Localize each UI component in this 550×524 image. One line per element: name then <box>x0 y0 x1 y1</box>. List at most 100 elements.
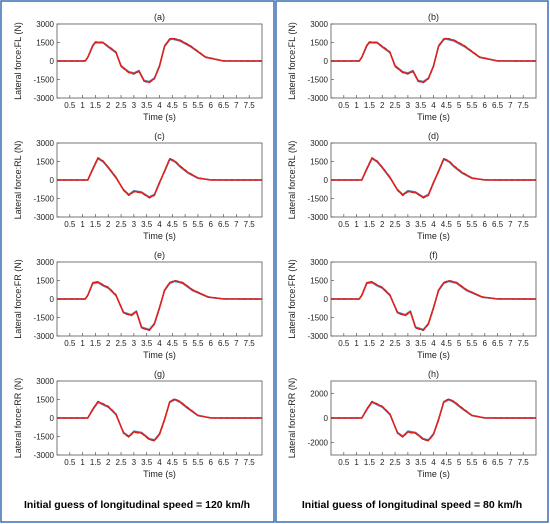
y-axis-label: Lateral force:FR (N) <box>13 259 23 339</box>
x-tick-label: 1 <box>354 458 359 467</box>
x-tick-label: 2 <box>106 101 111 110</box>
x-tick-label: 5.5 <box>192 339 204 348</box>
y-axis-label: Lateral force:FL (N) <box>287 22 297 100</box>
y-tick-label: -1500 <box>308 76 329 85</box>
x-tick-label: 6.5 <box>218 458 230 467</box>
y-tick-label: 0 <box>50 414 55 423</box>
x-tick-label: 6 <box>483 339 488 348</box>
x-tick-label: 4.5 <box>441 339 453 348</box>
x-tick-label: 4 <box>157 220 162 229</box>
x-tick-label: 1 <box>354 339 359 348</box>
caption-right: Initial guess of longitudinal speed = 80… <box>302 499 522 511</box>
subplot-f: (f) 3000 1500 0 -1500 -3000 0.5 1 1.5 2 2.5 3 3.5 4 4.… <box>287 250 537 360</box>
subplot-title: (e) <box>154 250 165 260</box>
x-tick-label: 3 <box>132 339 137 348</box>
y-tick-label: -1500 <box>34 314 55 323</box>
x-tick-label: 2.5 <box>390 220 402 229</box>
subplot-title: (f) <box>429 250 438 260</box>
x-tick-label: 4 <box>431 339 436 348</box>
x-tick-label: 0.5 <box>338 339 350 348</box>
x-tick-label: 0.5 <box>64 220 76 229</box>
y-tick-label: -3000 <box>34 94 55 103</box>
x-tick-label: 1.5 <box>90 339 102 348</box>
x-tick-label: 3 <box>406 101 411 110</box>
subplot-title: (g) <box>154 369 165 379</box>
y-tick-label: 0 <box>324 295 329 304</box>
y-tick-label: 0 <box>50 176 55 185</box>
y-tick-label: 0 <box>324 57 329 66</box>
x-tick-label: 5 <box>183 101 188 110</box>
y-tick-label: 1500 <box>310 277 328 286</box>
x-tick-label: 4.5 <box>167 220 179 229</box>
x-tick-label: 1 <box>80 339 85 348</box>
y-tick-label: 3000 <box>310 139 328 148</box>
x-tick-label: 7.5 <box>518 101 530 110</box>
y-tick-label: -3000 <box>34 213 55 222</box>
x-tick-label: 3.5 <box>415 458 427 467</box>
x-tick-label: 5 <box>183 220 188 229</box>
x-tick-label: 2.5 <box>116 339 128 348</box>
x-tick-label: 3.5 <box>415 220 427 229</box>
x-tick-label: 4 <box>431 220 436 229</box>
x-tick-label: 7.5 <box>244 220 256 229</box>
x-tick-label: 7 <box>234 220 239 229</box>
x-tick-label: 7.5 <box>518 339 530 348</box>
series-line-4 <box>331 398 536 442</box>
x-tick-label: 0.5 <box>64 458 76 467</box>
subplot-title: (a) <box>154 12 165 22</box>
x-tick-label: 2.5 <box>116 220 128 229</box>
y-tick-label: -3000 <box>34 451 55 460</box>
x-tick-label: 2 <box>380 220 385 229</box>
subplot-e: (e) 3000 1500 0 -1500 -3000 0.5 1 1.5 2 2.5 3 3.5 4 4.… <box>13 250 263 360</box>
x-tick-label: 6.5 <box>218 101 230 110</box>
x-tick-label: 3.5 <box>415 339 427 348</box>
x-tick-label: 0.5 <box>64 101 76 110</box>
y-tick-label: 1500 <box>36 277 54 286</box>
x-tick-label: 4 <box>157 458 162 467</box>
y-tick-label: 3000 <box>310 20 328 29</box>
subplot-title: (d) <box>428 131 439 141</box>
x-tick-label: 3.5 <box>141 101 153 110</box>
x-tick-label: 4 <box>157 101 162 110</box>
caption-left: Initial guess of longitudinal speed = 12… <box>24 499 250 511</box>
series-line-4 <box>331 157 536 199</box>
x-tick-label: 1 <box>354 101 359 110</box>
y-tick-label: -1500 <box>34 195 55 204</box>
y-tick-label: 1500 <box>36 39 54 48</box>
subplot-title: (b) <box>428 12 439 22</box>
x-tick-label: 2.5 <box>390 458 402 467</box>
x-tick-label: 2 <box>106 339 111 348</box>
x-tick-label: 2 <box>380 339 385 348</box>
x-tick-label: 1.5 <box>364 220 376 229</box>
x-tick-label: 6.5 <box>492 339 504 348</box>
x-tick-label: 3 <box>132 220 137 229</box>
x-tick-label: 1 <box>80 458 85 467</box>
y-tick-label: -2000 <box>308 439 329 448</box>
subplot-g: (g) 3000 1500 0 -1500 -3000 0.5 1 1.5 2 2.5 3 3.5 4 4.… <box>13 369 263 479</box>
x-tick-label: 6.5 <box>492 101 504 110</box>
x-tick-label: 6 <box>483 458 488 467</box>
y-tick-label: -3000 <box>308 213 329 222</box>
subplot-b: (b) 3000 1500 0 -1500 -3000 0.5 1 1.5 2 2.5 3 3.5 4 4.… <box>287 12 537 122</box>
series-line-4 <box>57 37 262 83</box>
subplot-h: (h) 2000 0 -2000 0.5 1 1.5 2 2.5 3 3.5 4 4.5 5 5.5 6 6.5… <box>287 369 537 479</box>
right-panel-frame <box>275 0 549 523</box>
y-tick-label: 0 <box>324 176 329 185</box>
x-tick-label: 4.5 <box>441 101 453 110</box>
x-tick-label: 5 <box>183 339 188 348</box>
x-tick-label: 2 <box>380 458 385 467</box>
x-tick-label: 5.5 <box>466 101 478 110</box>
x-tick-label: 0.5 <box>64 339 76 348</box>
x-tick-label: 4 <box>431 458 436 467</box>
y-tick-label: 1500 <box>36 396 54 405</box>
subplot-title: (h) <box>428 369 439 379</box>
y-tick-label: 1500 <box>310 39 328 48</box>
y-tick-label: -3000 <box>308 94 329 103</box>
x-tick-label: 5.5 <box>192 101 204 110</box>
x-tick-label: 4.5 <box>167 339 179 348</box>
x-tick-label: 6 <box>209 339 214 348</box>
x-tick-label: 5.5 <box>466 458 478 467</box>
y-tick-label: 2000 <box>310 389 328 398</box>
subplot-a: (a) 3000 1500 0 -1500 -3000 0.5 1 1.5 2 2.5 3 3.5 4 4.… <box>13 12 263 122</box>
